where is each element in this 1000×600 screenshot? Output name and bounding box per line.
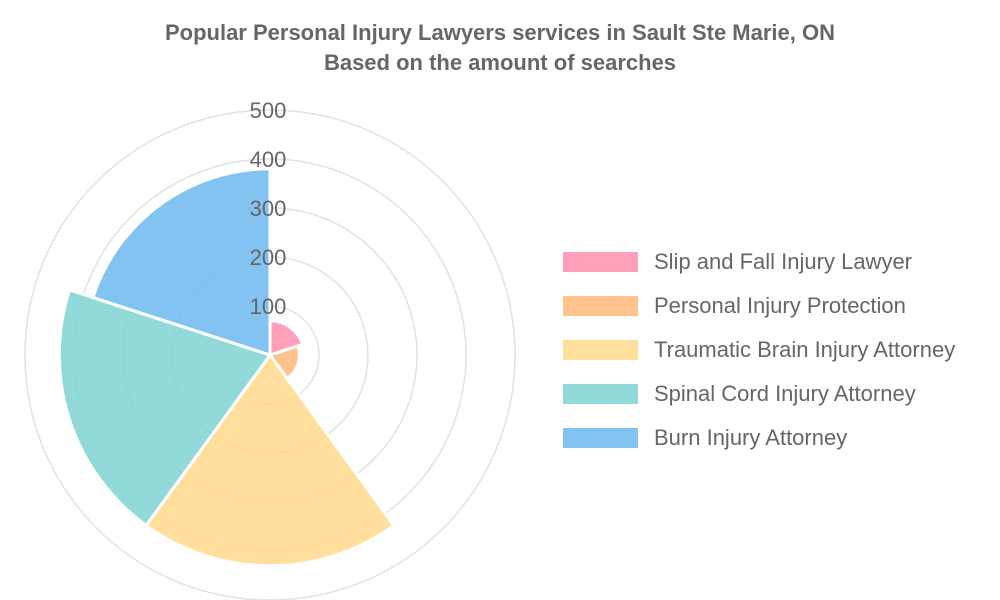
legend-item[interactable]: Burn Injury Attorney [563, 416, 955, 460]
grid-circle [24, 109, 516, 600]
legend-label: Slip and Fall Injury Lawyer [654, 249, 913, 274]
slice-spinal-cord-injury-attorney[interactable] [57, 287, 273, 528]
legend-swatch [563, 384, 638, 404]
tick-label: 500 [250, 98, 287, 123]
legend-item[interactable]: Traumatic Brain Injury Attorney [563, 328, 955, 372]
chart-legend: Slip and Fall Injury Lawyer Personal Inju… [563, 240, 955, 460]
legend-label: Traumatic Brain Injury Attorney [654, 337, 956, 362]
legend-item[interactable]: Slip and Fall Injury Lawyer [563, 240, 955, 284]
legend-label: Burn Injury Attorney [654, 425, 848, 450]
legend-item[interactable]: Spinal Cord Injury Attorney [563, 372, 955, 416]
legend-label: Personal Injury Protection [654, 293, 906, 318]
chart-subtitle: Based on the amount of searches [323, 50, 677, 75]
legend-swatch [563, 340, 638, 360]
tick-label: 400 [250, 147, 287, 172]
legend-swatch [563, 252, 638, 272]
radial-tick-labels: 100 200 300 400 500 [250, 98, 287, 319]
tick-label: 200 [250, 245, 287, 270]
legend-swatch [563, 296, 638, 316]
legend-item[interactable]: Personal Injury Protection [563, 284, 955, 328]
chart-title: Popular Personal Injury Lawyers services… [0, 18, 1000, 78]
legend-label: Spinal Cord Injury Attorney [654, 381, 916, 406]
slice-burn-injury-attorney[interactable] [91, 167, 272, 358]
tick-label: 100 [250, 294, 287, 319]
chart-slices [57, 167, 396, 568]
chart-title-line: Popular Personal Injury Lawyers services… [164, 20, 836, 45]
slice-traumatic-brain-injury-attorney[interactable] [144, 352, 396, 568]
legend-swatch [563, 428, 638, 448]
tick-label: 300 [250, 196, 287, 221]
